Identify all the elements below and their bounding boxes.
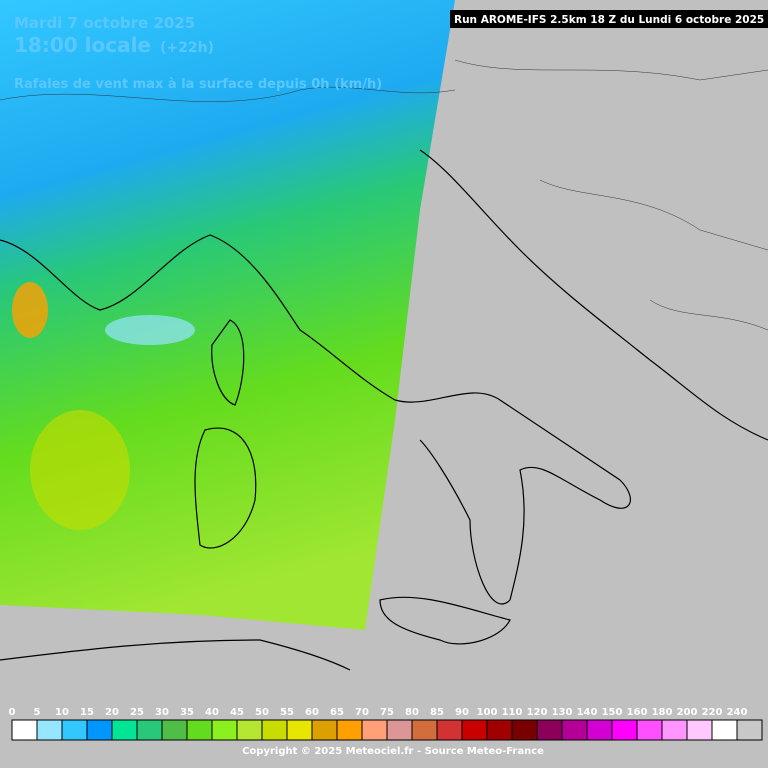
legend-tick-label: 30 <box>155 707 169 718</box>
legend-swatch <box>261 719 288 741</box>
legend-swatch <box>111 719 138 741</box>
legend-swatch <box>361 719 388 741</box>
legend-swatch <box>61 719 88 741</box>
gust-zone <box>105 315 195 345</box>
legend-swatch <box>436 719 463 741</box>
legend-swatch <box>536 719 563 741</box>
run-label: Run AROME-IFS 2.5km 18 Z du Lundi 6 octo… <box>454 14 764 26</box>
forecast-time: 18:00 locale <box>14 33 151 57</box>
legend-tick-label: 130 <box>552 707 573 718</box>
legend-tick-label: 75 <box>380 707 394 718</box>
legend-tick-label: 40 <box>205 707 219 718</box>
legend-swatch <box>336 719 363 741</box>
gust-zone <box>30 410 130 530</box>
forecast-lead: (+22h) <box>160 40 214 56</box>
legend-tick-label: 90 <box>455 707 469 718</box>
legend-swatch <box>611 719 638 741</box>
legend-tick-label: 180 <box>652 707 673 718</box>
legend-tick-label: 200 <box>677 707 698 718</box>
legend-swatch <box>11 719 38 741</box>
parameter-title: Rafales de vent max à la surface depuis … <box>14 77 382 92</box>
copyright: Copyright © 2025 Meteociel.fr - Source M… <box>242 746 544 757</box>
legend-tick-label: 15 <box>80 707 94 718</box>
legend-tick-label: 20 <box>105 707 119 718</box>
legend-swatch <box>661 719 688 741</box>
legend-tick-label: 25 <box>130 707 144 718</box>
legend-swatch <box>561 719 588 741</box>
legend: 0 5 10 15 20 25 30 35 40 45 50 55 60 65 70 75 80 85 90 100 1… <box>9 707 763 741</box>
legend-swatch <box>486 719 513 741</box>
legend-tick-label: 50 <box>255 707 269 718</box>
legend-tick-label: 55 <box>280 707 294 718</box>
legend-tick-label: 60 <box>305 707 319 718</box>
legend-tick-label: 70 <box>355 707 369 718</box>
legend-tick-label: 110 <box>502 707 523 718</box>
legend-swatch <box>86 719 113 741</box>
legend-tick-label: 45 <box>230 707 244 718</box>
legend-tick-label: 35 <box>180 707 194 718</box>
legend-swatch <box>211 719 238 741</box>
legend-tick-label: 240 <box>727 707 748 718</box>
legend-tick-label: 120 <box>527 707 548 718</box>
legend-tick-label: 150 <box>602 707 623 718</box>
legend-tick-label: 80 <box>405 707 419 718</box>
legend-swatch <box>686 719 713 741</box>
legend-swatch <box>236 719 263 741</box>
gust-zone <box>12 282 48 338</box>
legend-swatch <box>386 719 413 741</box>
legend-swatch <box>411 719 438 741</box>
legend-tick-label: 100 <box>477 707 498 718</box>
legend-swatch <box>161 719 188 741</box>
legend-swatch <box>311 719 338 741</box>
legend-swatch <box>711 719 738 741</box>
legend-swatch <box>736 719 763 741</box>
legend-tick-label: 220 <box>702 707 723 718</box>
legend-tick-label: 5 <box>34 707 41 718</box>
legend-tick-label: 65 <box>330 707 344 718</box>
coastlines <box>0 149 768 671</box>
legend-swatch <box>586 719 613 741</box>
forecast-date: Mardi 7 octobre 2025 <box>14 14 195 32</box>
legend-swatch <box>636 719 663 741</box>
legend-swatch <box>511 719 538 741</box>
legend-tick-label: 140 <box>577 707 598 718</box>
legend-tick-label: 160 <box>627 707 648 718</box>
legend-swatch <box>186 719 213 741</box>
legend-tick-label: 85 <box>430 707 444 718</box>
legend-swatch <box>286 719 313 741</box>
borders <box>0 59 768 331</box>
legend-tick-label: 10 <box>55 707 69 718</box>
run-banner <box>450 10 768 28</box>
legend-tick-label: 0 <box>9 707 16 718</box>
legend-swatch <box>136 719 163 741</box>
legend-swatch <box>461 719 488 741</box>
legend-swatch <box>36 719 63 741</box>
